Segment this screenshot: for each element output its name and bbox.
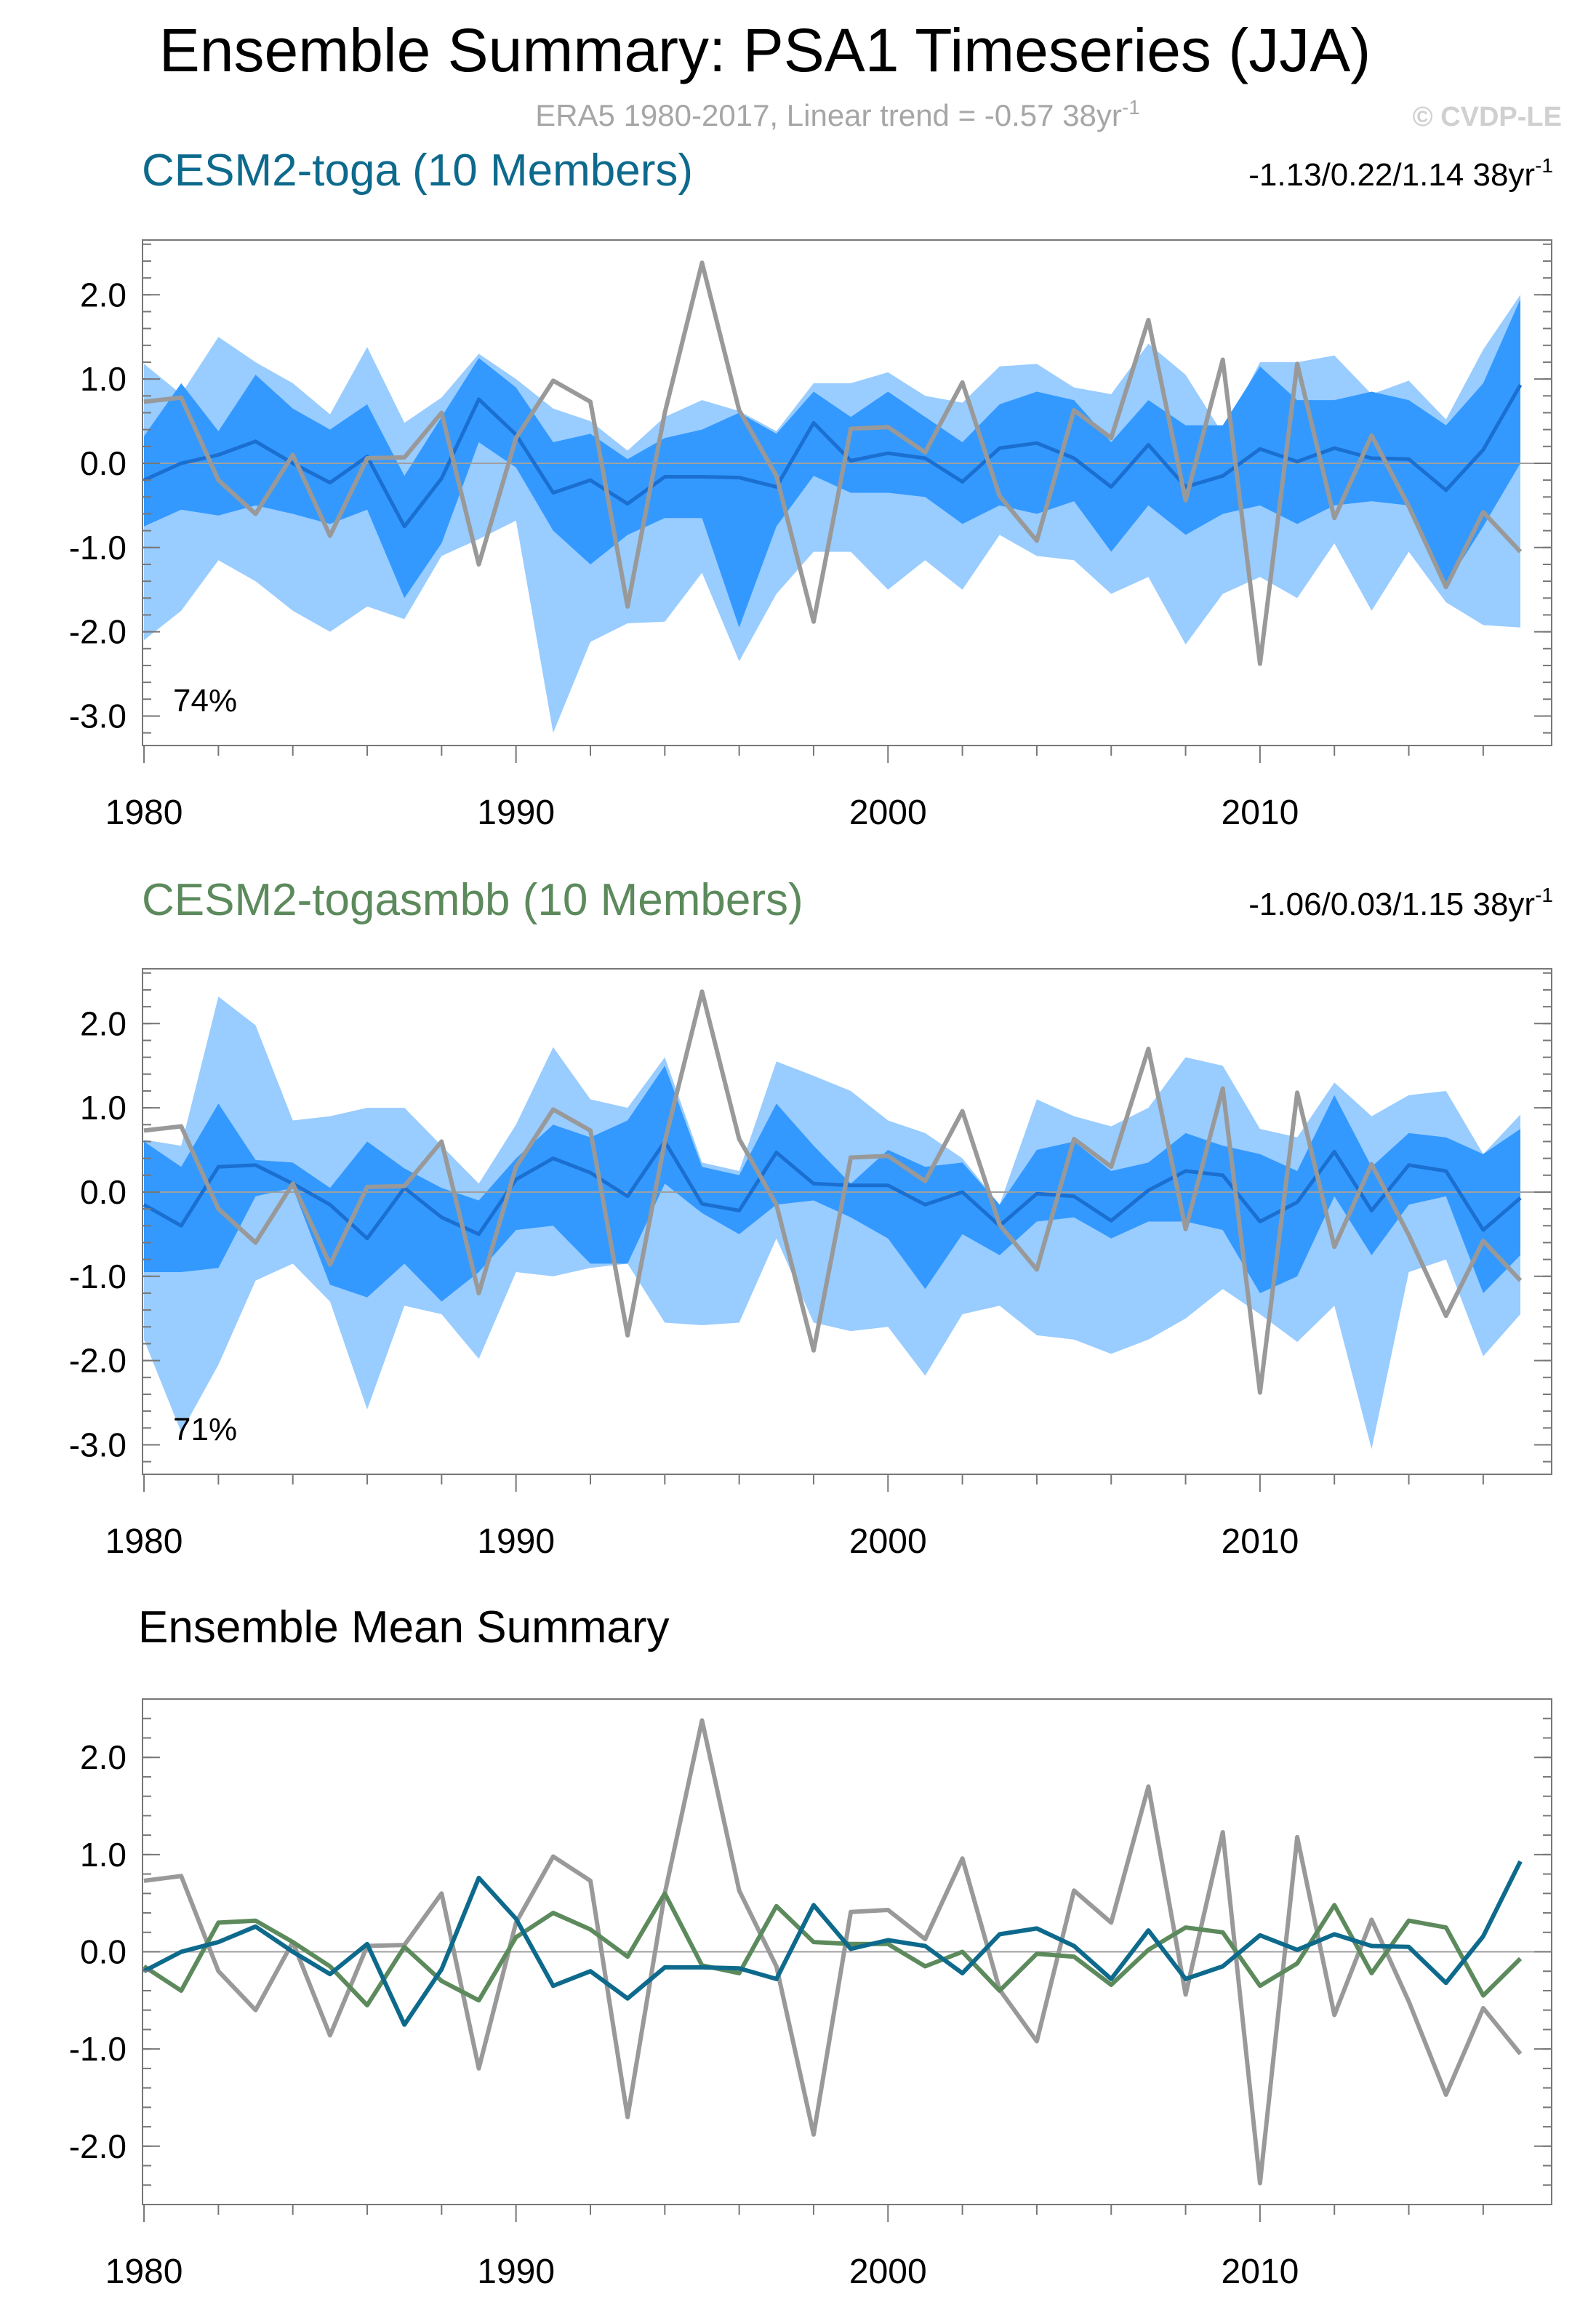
plot-area — [143, 260, 1552, 733]
plot-area — [143, 989, 1552, 1450]
y-tick-label: -2.0 — [69, 613, 127, 651]
y-tick-label: 0.0 — [80, 1933, 127, 1971]
ensemble-range-band — [144, 996, 1520, 1450]
plot-area — [143, 1718, 1552, 2186]
panel-title: Ensemble Mean Summary — [138, 1602, 670, 1652]
era5-trend-subtitle: ERA5 1980-2017, Linear trend = -0.57 38y… — [535, 96, 1140, 132]
y-tick-label: -1.0 — [69, 1258, 127, 1295]
y-tick-label: -3.0 — [69, 697, 127, 735]
y-tick-label: -1.0 — [69, 2030, 127, 2068]
trend-text: -1.06/0.03/1.15 38yr — [1248, 887, 1535, 922]
x-tick-label: 2010 — [1222, 1522, 1299, 1561]
y-tick-label: 1.0 — [80, 360, 127, 398]
subtitle-superscript: -1 — [1122, 96, 1140, 119]
trend-summary: -1.06/0.03/1.15 38yr-1 — [1248, 884, 1553, 922]
y-tick-label: 2.0 — [80, 1004, 127, 1042]
x-tick-label: 2010 — [1222, 794, 1299, 832]
trend-superscript: -1 — [1535, 884, 1553, 906]
x-tick-label: 1990 — [477, 2253, 555, 2291]
percent-annotation: 74% — [173, 683, 237, 719]
panel-title: CESM2-toga (10 Members) — [142, 145, 693, 196]
figure-title: Ensemble Summary: PSA1 Timeseries (JJA) — [159, 16, 1371, 84]
y-tick-label: 1.0 — [80, 1089, 127, 1127]
y-tick-label: 2.0 — [80, 1738, 127, 1776]
subtitle-text: ERA5 1980-2017, Linear trend = -0.57 38y… — [535, 98, 1122, 132]
x-tick-label: 2000 — [849, 1522, 927, 1561]
x-tick-label: 1990 — [477, 794, 555, 832]
y-tick-label: 1.0 — [80, 1836, 127, 1874]
ensemble-mean-line — [143, 1140, 1522, 1241]
series-line-era5 — [143, 1718, 1523, 2186]
cvdp-le-watermark: © CVDP-LE — [1413, 102, 1562, 132]
plot-frame — [142, 968, 1552, 1475]
x-tick-label: 1980 — [105, 1522, 183, 1561]
x-tick-label: 2000 — [849, 794, 927, 832]
series-line-cesm2-togasmbb — [143, 1891, 1523, 2007]
series-line-cesm2-toga — [143, 1860, 1523, 2027]
y-tick-label: 0.0 — [80, 1173, 127, 1211]
x-tick-label: 1980 — [105, 2253, 183, 2291]
y-tick-label: -2.0 — [69, 1342, 127, 1380]
trend-summary: -1.13/0.22/1.14 38yr-1 — [1248, 154, 1553, 193]
x-tick-label: 2000 — [849, 2253, 927, 2291]
plot-frame — [142, 239, 1552, 746]
x-tick-label: 2010 — [1222, 2253, 1299, 2291]
panel-title: CESM2-togasmbb (10 Members) — [142, 875, 803, 925]
era5-observed-line — [143, 260, 1523, 666]
y-tick-label: 0.0 — [80, 444, 127, 482]
trend-text: -1.13/0.22/1.14 38yr — [1248, 157, 1535, 193]
percent-annotation: 71% — [173, 1412, 237, 1447]
trend-superscript: -1 — [1535, 154, 1553, 177]
y-tick-label: -3.0 — [69, 1426, 127, 1463]
y-tick-label: -1.0 — [69, 529, 127, 567]
panel-ensemble-mean-summary: Ensemble Mean Summary 2.0 1.0 0.0 -1.0 -2.0 19… — [69, 1602, 1552, 2291]
panel-cesm2-toga: CESM2-toga (10 Members) -1.13/0.22/1.14 3… — [69, 145, 1553, 832]
y-tick-label: 2.0 — [80, 276, 127, 313]
x-tick-label: 1980 — [105, 794, 183, 832]
era5-observed-line — [143, 989, 1523, 1395]
ensemble-mean-line — [143, 383, 1523, 529]
y-tick-label: -2.0 — [69, 2127, 127, 2165]
panel-cesm2-togasmbb: CESM2-togasmbb (10 Members) -1.06/0.03/1.… — [69, 875, 1553, 1561]
x-tick-label: 1990 — [477, 1522, 555, 1561]
